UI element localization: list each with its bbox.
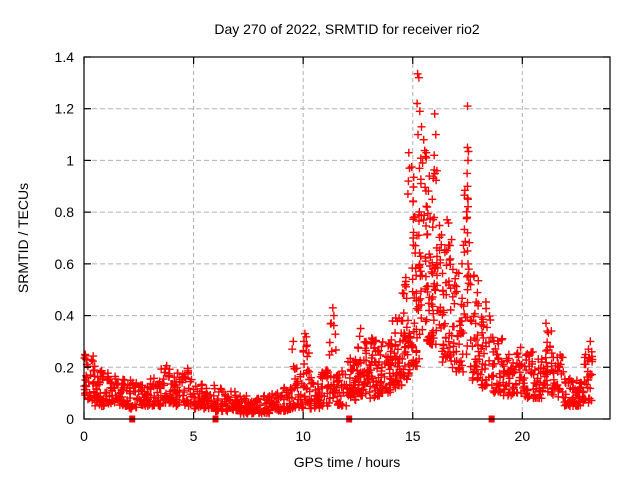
x-tick-label: 0 [80, 428, 88, 444]
axis-tick-labels: 0 5 10 15 20 0 0.2 0.4 0.6 0.8 1 1.2 1.4 [55, 49, 531, 444]
plot-border [83, 56, 611, 420]
x-tick-label: 10 [295, 428, 311, 444]
y-tick-label: 1.4 [55, 49, 75, 65]
y-tick-label: 1.2 [55, 101, 75, 117]
chart-title: Day 270 of 2022, SRMTID for receiver rio… [214, 21, 480, 37]
y-tick-label: 1 [66, 152, 74, 168]
y-tick-label: 0.2 [55, 359, 75, 375]
y-tick-label: 0.8 [55, 204, 75, 220]
x-tick-label: 20 [515, 428, 531, 444]
y-tick-label: 0.6 [55, 256, 75, 272]
x-tick-label: 5 [190, 428, 198, 444]
y-tick-label: 0 [66, 411, 74, 427]
axis-ticks [83, 56, 610, 420]
y-tick-label: 0.4 [55, 308, 75, 324]
x-tick-label: 15 [405, 428, 421, 444]
x-axis-label: GPS time / hours [294, 454, 401, 470]
y-axis-label: SRMTID / TECUs [15, 183, 31, 293]
scatter-points [80, 69, 597, 418]
